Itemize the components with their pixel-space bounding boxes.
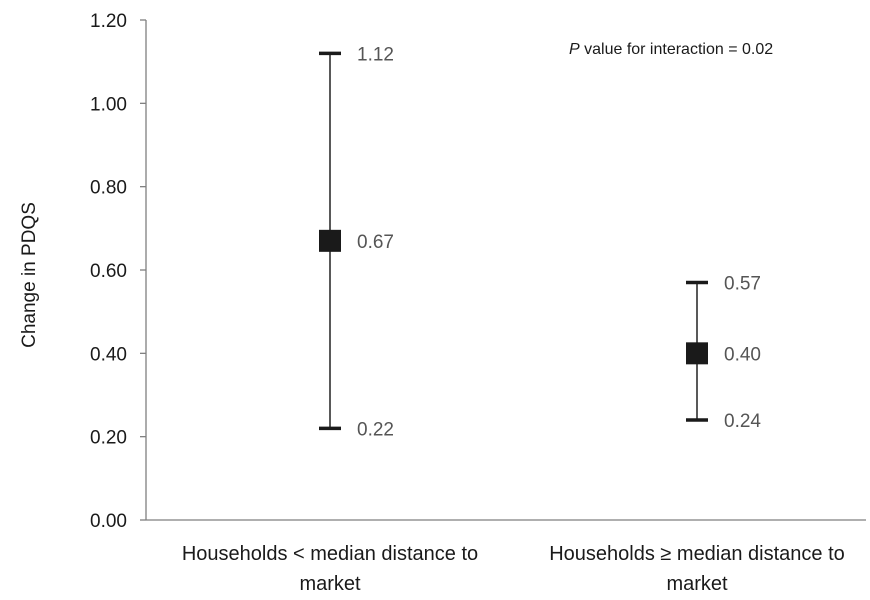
annotation-text: value for interaction = 0.02 [580, 41, 774, 58]
y-tick-label: 1.20 [90, 11, 127, 32]
estimate-marker [319, 229, 341, 252]
upper-value-label: 1.12 [357, 44, 394, 65]
category-label: market [666, 573, 728, 595]
category-label: market [299, 573, 361, 595]
y-tick-label: 0.20 [90, 428, 127, 449]
annotation-italic: P [569, 41, 580, 58]
series [319, 51, 708, 431]
y-ticks: 0.00 0.20 0.40 0.60 0.80 1.00 1.20 [90, 11, 146, 532]
category-label: Households < median distance to [182, 543, 478, 565]
y-tick-label: 0.40 [90, 344, 127, 365]
axes [145, 20, 866, 521]
category-label: Households ≥ median distance to [549, 543, 845, 565]
estimate-value-label: 0.67 [357, 232, 394, 253]
y-tick-label: 0.60 [90, 261, 127, 282]
upper-value-label: 0.57 [724, 274, 761, 295]
y-tick-label: 1.00 [90, 94, 127, 115]
y-tick-label: 0.80 [90, 178, 127, 199]
estimate-marker [686, 342, 708, 365]
lower-value-label: 0.22 [357, 419, 394, 440]
interaction-annotation: P value for interaction = 0.02 [569, 41, 773, 58]
lower-value-label: 0.24 [724, 411, 761, 432]
estimate-value-label: 0.40 [724, 344, 761, 365]
y-axis-title: Change in PDQS [19, 202, 40, 348]
labels: 1.12 0.67 0.22 0.57 0.40 0.24 Households < med… [182, 44, 845, 595]
y-tick-label: 0.00 [90, 511, 127, 532]
